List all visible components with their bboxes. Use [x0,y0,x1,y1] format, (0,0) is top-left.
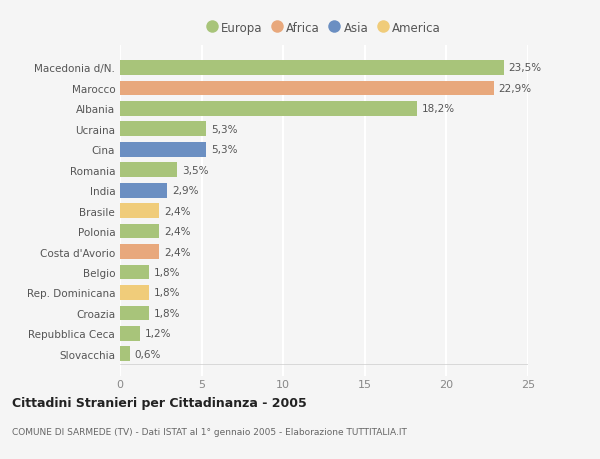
Bar [120,204,159,218]
Text: 22,9%: 22,9% [499,84,532,94]
Text: 1,8%: 1,8% [154,288,181,298]
Text: Cittadini Stranieri per Cittadinanza - 2005: Cittadini Stranieri per Cittadinanza - 2… [12,396,307,409]
Bar [120,184,167,198]
Text: 5,3%: 5,3% [211,145,238,155]
Bar [120,306,149,320]
Bar [120,245,159,259]
Text: 5,3%: 5,3% [211,124,238,134]
Text: 2,4%: 2,4% [164,227,191,236]
Text: 23,5%: 23,5% [508,63,542,73]
Bar [120,224,159,239]
Text: 2,9%: 2,9% [172,186,199,196]
Bar [120,326,140,341]
Text: 18,2%: 18,2% [422,104,455,114]
Bar [120,81,494,96]
Bar [120,102,417,117]
Legend: Europa, Africa, Asia, America: Europa, Africa, Asia, America [207,22,441,35]
Bar [120,265,149,280]
Text: 2,4%: 2,4% [164,206,191,216]
Text: 1,8%: 1,8% [154,308,181,318]
Text: 3,5%: 3,5% [182,165,209,175]
Text: 2,4%: 2,4% [164,247,191,257]
Text: COMUNE DI SARMEDE (TV) - Dati ISTAT al 1° gennaio 2005 - Elaborazione TUTTITALIA: COMUNE DI SARMEDE (TV) - Dati ISTAT al 1… [12,427,407,436]
Bar [120,347,130,361]
Bar [120,285,149,300]
Bar [120,122,206,137]
Text: 1,2%: 1,2% [145,329,171,339]
Bar [120,61,503,76]
Text: 1,8%: 1,8% [154,268,181,277]
Text: 0,6%: 0,6% [134,349,161,359]
Bar [120,163,177,178]
Bar [120,143,206,157]
